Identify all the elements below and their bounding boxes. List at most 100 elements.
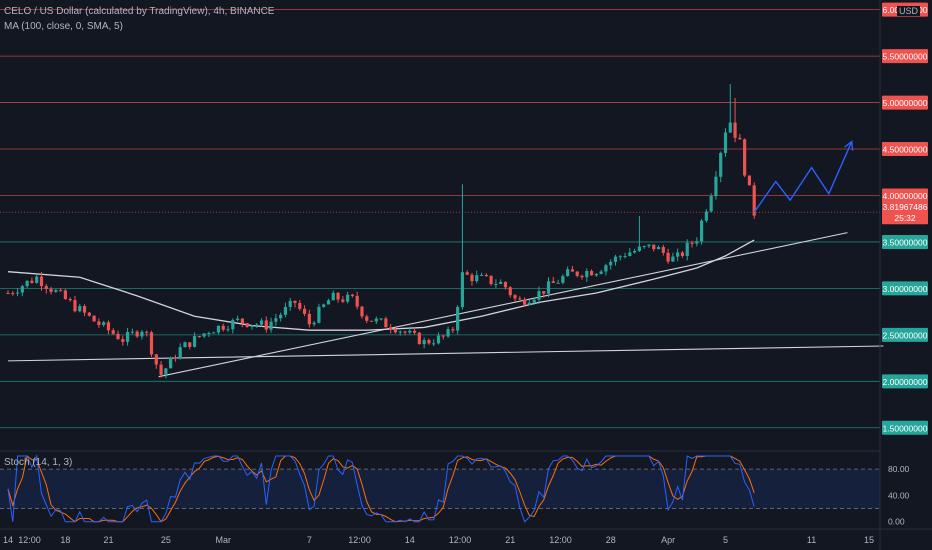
candle-body	[403, 331, 407, 333]
price-level-label: 2.00000000	[883, 377, 928, 387]
candle-body	[465, 272, 469, 275]
price-level-tag	[882, 327, 928, 342]
price-level-tag	[882, 188, 928, 203]
ma-layer	[7, 239, 755, 331]
stoch-layer	[7, 454, 755, 523]
candle-body	[145, 331, 149, 333]
candle-body	[331, 292, 335, 301]
time-tick-label: 12:00	[549, 535, 572, 545]
candle-body	[264, 320, 268, 330]
candle-body	[546, 281, 551, 294]
price-level-label: 3.50000000	[883, 237, 928, 247]
candle-body	[135, 331, 139, 337]
symbol-legend[interactable]: CELO / US Dollar (calculated by TradingV…	[4, 6, 275, 17]
candle-body	[393, 329, 398, 333]
time-tick-label: 7	[307, 535, 312, 545]
candle-body	[743, 139, 747, 176]
price-level-tag	[882, 49, 928, 64]
candle-body	[456, 306, 460, 331]
candle-body	[470, 274, 474, 282]
candle-body	[355, 295, 359, 307]
candle-body	[585, 270, 589, 278]
candle-body	[618, 256, 622, 258]
candle-body	[484, 274, 488, 276]
candle-body	[25, 280, 29, 287]
candle-body	[580, 275, 584, 278]
candle-body	[752, 185, 756, 216]
candle-body	[489, 275, 493, 285]
projection-layer[interactable]	[753, 140, 854, 213]
candle-body	[322, 304, 326, 307]
candle-body	[159, 364, 163, 375]
candle-body	[556, 282, 560, 284]
time-tick-label: 14	[3, 535, 13, 545]
projection-arrowhead[interactable]	[844, 140, 854, 151]
candle-body	[255, 324, 259, 326]
candle-body	[188, 342, 192, 347]
time-axis[interactable]: 14 12:00 18 21 25 Mar 7 12:00 14 12:00 21 12:00 28 Ap…	[3, 535, 874, 545]
candle-body	[302, 308, 307, 314]
candle-body	[82, 306, 87, 313]
candle-body	[379, 318, 383, 320]
candle-body	[68, 299, 72, 301]
candle-body	[102, 322, 106, 325]
candle-body	[527, 302, 531, 305]
candle-body	[226, 329, 230, 331]
stoch-tick-label: 0.00	[888, 517, 905, 527]
candle-body	[604, 265, 608, 272]
candle-body	[240, 318, 244, 324]
currency-badge[interactable]: USD	[896, 6, 920, 16]
countdown-label: 25:32	[894, 213, 916, 223]
candle-body	[279, 314, 283, 319]
candle-body	[369, 320, 374, 322]
stoch-axis[interactable]: 80.00 40.00 0.00	[888, 464, 910, 527]
candle-body	[121, 339, 125, 342]
candle-body	[63, 290, 67, 300]
price-level-label: 4.00000000	[883, 191, 928, 201]
time-tick-label: 12:00	[348, 535, 371, 545]
price-level-label: 5.00000000	[883, 98, 928, 108]
time-tick-label: 12:00	[18, 535, 41, 545]
candle-body	[417, 332, 421, 345]
candle-body	[346, 294, 350, 302]
candle-body	[317, 306, 321, 323]
trendline-layer[interactable]	[7, 232, 884, 378]
candle-body	[551, 281, 555, 283]
candle-body	[78, 306, 82, 312]
candle-body	[178, 347, 182, 359]
candle-body	[412, 330, 417, 333]
candle-body	[15, 292, 20, 294]
stoch-legend[interactable]: Stoch (14, 1, 3)	[4, 457, 73, 468]
candle-body	[408, 330, 412, 333]
time-tick-label: 5	[723, 535, 728, 545]
candle-body	[747, 175, 752, 186]
candle-body	[422, 339, 426, 345]
candle-body	[699, 220, 704, 242]
candle-body	[341, 299, 345, 302]
candle-body	[283, 306, 288, 315]
candle-body	[326, 300, 331, 305]
candle-body	[49, 288, 53, 292]
candle-body	[106, 322, 111, 331]
time-tick-label: 18	[60, 535, 70, 545]
candle-body	[216, 325, 221, 333]
ma-legend[interactable]: MA (100, close, 0, SMA, 5)	[4, 21, 123, 32]
candle-body	[125, 331, 130, 342]
stoch-band-fill	[0, 469, 880, 509]
price-level-label: 3.00000000	[883, 284, 928, 294]
candle-body	[221, 325, 225, 330]
candle-body	[97, 321, 101, 325]
candle-body	[298, 302, 302, 309]
time-tick-label: 11	[807, 535, 816, 545]
candle-body	[738, 137, 742, 140]
trendline[interactable]	[158, 232, 848, 378]
candle-body	[164, 368, 168, 375]
candle-body	[59, 290, 63, 292]
trendline[interactable]	[7, 345, 884, 362]
time-tick-label: 21	[505, 535, 515, 545]
candle-body	[637, 246, 641, 251]
projection-path[interactable]	[753, 141, 853, 213]
price-axis[interactable]: 6.000000005.500000005.000000004.50000000…	[882, 2, 928, 435]
